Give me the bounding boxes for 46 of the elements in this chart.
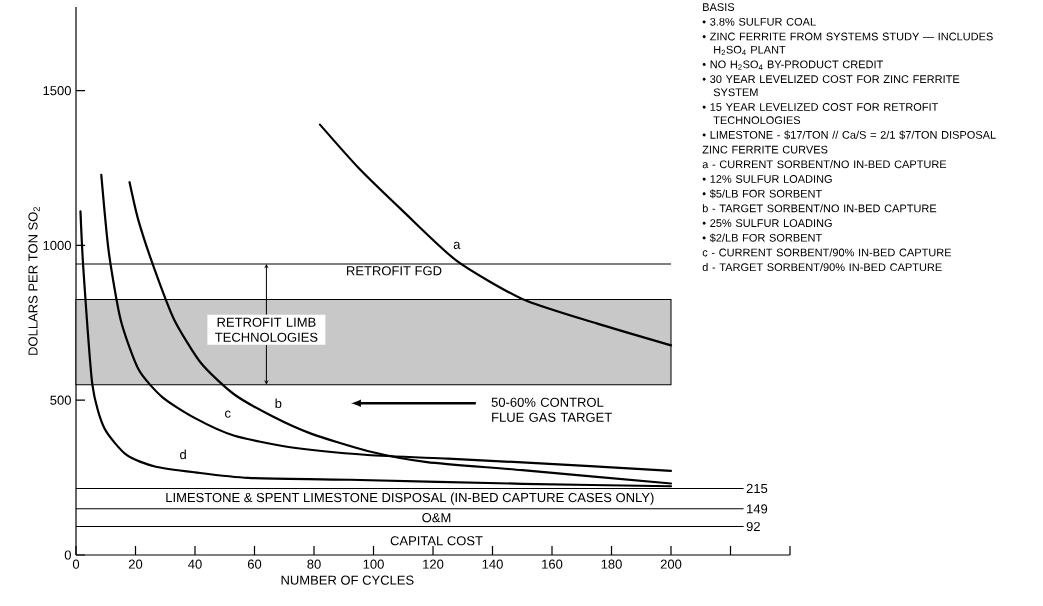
x-tick-label: 80 xyxy=(307,559,321,569)
annotation: • $5/LB FOR SORBENT xyxy=(702,189,822,199)
annotation: BASIS xyxy=(703,3,735,11)
y-tick-label: 0 xyxy=(64,550,71,560)
annotation: a xyxy=(453,241,461,249)
annotation: • LIMESTONE - $17/TON // Ca/S = 2/1 $7/TON DISPOSAL xyxy=(702,130,996,140)
annotation: • $2/LB FOR SORBENT xyxy=(702,233,822,243)
annotation: • 3.8% SULFUR COAL xyxy=(702,17,816,26)
annotation: b xyxy=(275,398,282,409)
ref-line-label: 215 xyxy=(746,483,768,494)
annotation: c xyxy=(225,410,231,418)
annotation: • 25% SULFUR LOADING xyxy=(702,219,832,227)
x-tick-label: 200 xyxy=(660,559,682,569)
annotation: • ZINC FERRITE FROM SYSTEMS STUDY — INCLUDES H$_{2}$SO$_{4}$ PLANT xyxy=(702,32,993,56)
annotation: • 30 YEAR LEVELIZED COST FOR ZINC FERRITE SYSTEM xyxy=(702,75,960,97)
x-tick-label: 0 xyxy=(72,559,80,569)
band-label: RETROFIT LIMB TECHNOLOGIES xyxy=(215,317,318,342)
x-tick-label: 160 xyxy=(542,559,563,569)
annotation: • 15 YEAR LEVELIZED COST FOR RETROFIT TECHNOLOGIES xyxy=(702,103,939,125)
annotation: a - CURRENT SORBENT/NO IN-BED CAPTURE xyxy=(702,160,947,169)
annotation: c - CURRENT SORBENT/90% IN-BED CAPTURE xyxy=(702,248,952,257)
annotation: d - TARGET SORBENT/90% IN-BED CAPTURE xyxy=(702,263,942,272)
annotation: 50-60% CONTROL FLUE GAS TARGET xyxy=(491,397,612,422)
annotation: • NO H$_{2}$SO$_{4}$ BY-PRODUCT CREDIT xyxy=(702,60,884,70)
x-tick-label: 120 xyxy=(423,559,444,569)
ref-line-label: 92 xyxy=(746,521,760,532)
annotation: • 12% SULFUR LOADING xyxy=(702,175,832,183)
x-tick-label: 20 xyxy=(128,559,143,569)
x-tick-label: 100 xyxy=(363,559,384,569)
x-tick-label: 60 xyxy=(247,559,262,569)
annotation: b - TARGET SORBENT/NO IN-BED CAPTURE xyxy=(702,204,937,213)
y-tick-label: 500 xyxy=(50,395,71,405)
annotation: CAPITAL COST xyxy=(390,536,483,546)
x-tick-label: 40 xyxy=(188,559,202,569)
y-tick-label: 1500 xyxy=(43,85,71,96)
ref-line-label: RETROFIT FGD xyxy=(347,266,442,276)
annotation: d xyxy=(180,449,186,460)
x-tick-label: 140 xyxy=(482,559,503,569)
annotation: ZINC FERRITE CURVES xyxy=(702,145,828,154)
x-tick-label: 180 xyxy=(601,559,622,569)
annotation: LIMESTONE & SPENT LIMESTONE DISPOSAL (IN-BED CAPTURE CASES ONLY) xyxy=(166,492,654,505)
ref-line-label: 149 xyxy=(747,504,768,514)
y-axis-title: DOLLARS PER TON SO$_{2}$ xyxy=(28,207,40,355)
annotation: O&M xyxy=(422,513,451,523)
x-axis-title: NUMBER OF CYCLES xyxy=(281,575,414,585)
y-tick-label: 1000 xyxy=(43,240,71,250)
